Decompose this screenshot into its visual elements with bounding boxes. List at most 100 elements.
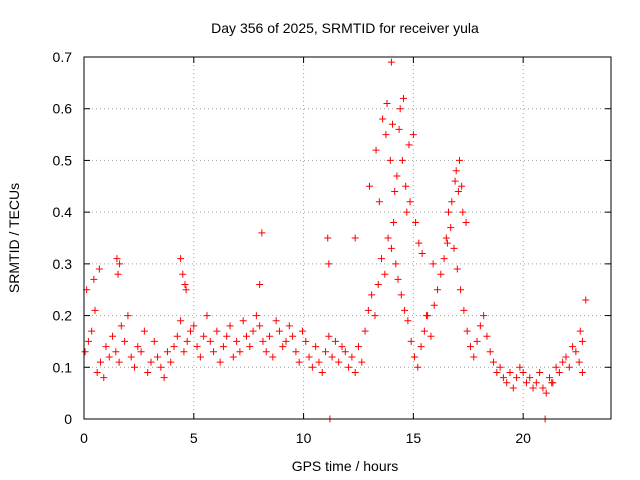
data-point: [559, 358, 567, 366]
data-point: [381, 270, 389, 278]
data-point: [513, 374, 521, 382]
data-point: [476, 322, 484, 330]
data-point: [348, 353, 356, 361]
data-point: [190, 322, 198, 330]
data-point: [154, 353, 162, 361]
data-point: [279, 343, 287, 351]
data-point: [182, 286, 190, 294]
data-point: [555, 368, 563, 376]
data-point: [308, 363, 316, 371]
y-axis-label: SRMTID / TECUs: [6, 183, 22, 293]
data-point: [394, 275, 402, 283]
data-points: [81, 58, 590, 423]
data-point: [392, 260, 400, 268]
data-point: [578, 337, 586, 345]
y-tick-label: 0.1: [53, 359, 73, 375]
data-point: [210, 348, 218, 356]
data-point: [298, 327, 306, 335]
data-point: [91, 306, 99, 314]
data-point: [378, 255, 386, 263]
data-point: [90, 275, 98, 283]
data-point: [387, 58, 395, 66]
data-point: [186, 327, 194, 335]
data-point: [242, 332, 250, 340]
data-point: [127, 353, 135, 361]
data-point: [522, 379, 530, 387]
y-tick-label: 0.4: [53, 204, 73, 220]
data-point: [393, 172, 401, 180]
data-point: [470, 353, 478, 361]
data-point: [455, 156, 463, 164]
data-point: [88, 327, 96, 335]
data-point: [486, 348, 494, 356]
data-point: [390, 218, 398, 226]
data-point: [206, 337, 214, 345]
data-point: [312, 343, 320, 351]
data-point: [450, 244, 458, 252]
data-point: [546, 374, 554, 382]
data-point: [575, 358, 583, 366]
data-point: [410, 353, 418, 361]
data-point: [397, 291, 405, 299]
data-point: [454, 187, 462, 195]
data-point: [351, 368, 359, 376]
data-point: [262, 348, 270, 356]
data-point: [203, 312, 211, 320]
data-point: [112, 348, 120, 356]
data-point: [451, 177, 459, 185]
data-point: [302, 337, 310, 345]
data-point: [223, 332, 231, 340]
data-point: [519, 368, 527, 376]
data-point: [565, 363, 573, 371]
data-point: [335, 358, 343, 366]
data-point: [440, 255, 448, 263]
data-point: [177, 317, 185, 325]
data-point: [536, 368, 544, 376]
data-point: [196, 353, 204, 361]
data-point: [418, 250, 426, 258]
data-point: [406, 198, 414, 206]
data-point: [420, 327, 428, 335]
data-point: [562, 353, 570, 361]
data-point: [427, 332, 435, 340]
x-tick-label: 20: [515, 430, 531, 446]
data-point: [382, 131, 390, 139]
data-point: [322, 348, 330, 356]
data-point: [403, 208, 411, 216]
data-point: [389, 120, 397, 128]
data-point: [462, 218, 470, 226]
data-point: [144, 368, 152, 376]
data-point: [405, 141, 413, 149]
data-point: [100, 374, 108, 382]
data-point: [457, 286, 465, 294]
data-point: [121, 337, 129, 345]
grid: [84, 57, 611, 419]
data-point: [173, 332, 181, 340]
data-point: [396, 105, 404, 113]
data-point: [423, 312, 431, 320]
data-point: [542, 389, 550, 397]
data-point: [249, 327, 257, 335]
data-point: [398, 156, 406, 164]
data-point: [483, 332, 491, 340]
plot-frame: [83, 56, 612, 420]
data-point: [414, 363, 422, 371]
data-point: [140, 327, 148, 335]
data-point: [417, 343, 425, 351]
data-point: [460, 306, 468, 314]
data-point: [391, 187, 399, 195]
data-point: [105, 353, 113, 361]
data-point: [409, 131, 417, 139]
data-point: [361, 327, 369, 335]
data-point: [368, 291, 376, 299]
data-point: [285, 322, 293, 330]
data-point: [292, 348, 300, 356]
data-point: [506, 368, 514, 376]
data-point: [345, 363, 353, 371]
data-point: [529, 384, 537, 392]
data-point: [269, 353, 277, 361]
data-point: [117, 322, 125, 330]
data-point: [131, 363, 139, 371]
data-point: [93, 368, 101, 376]
data-point: [256, 281, 264, 289]
